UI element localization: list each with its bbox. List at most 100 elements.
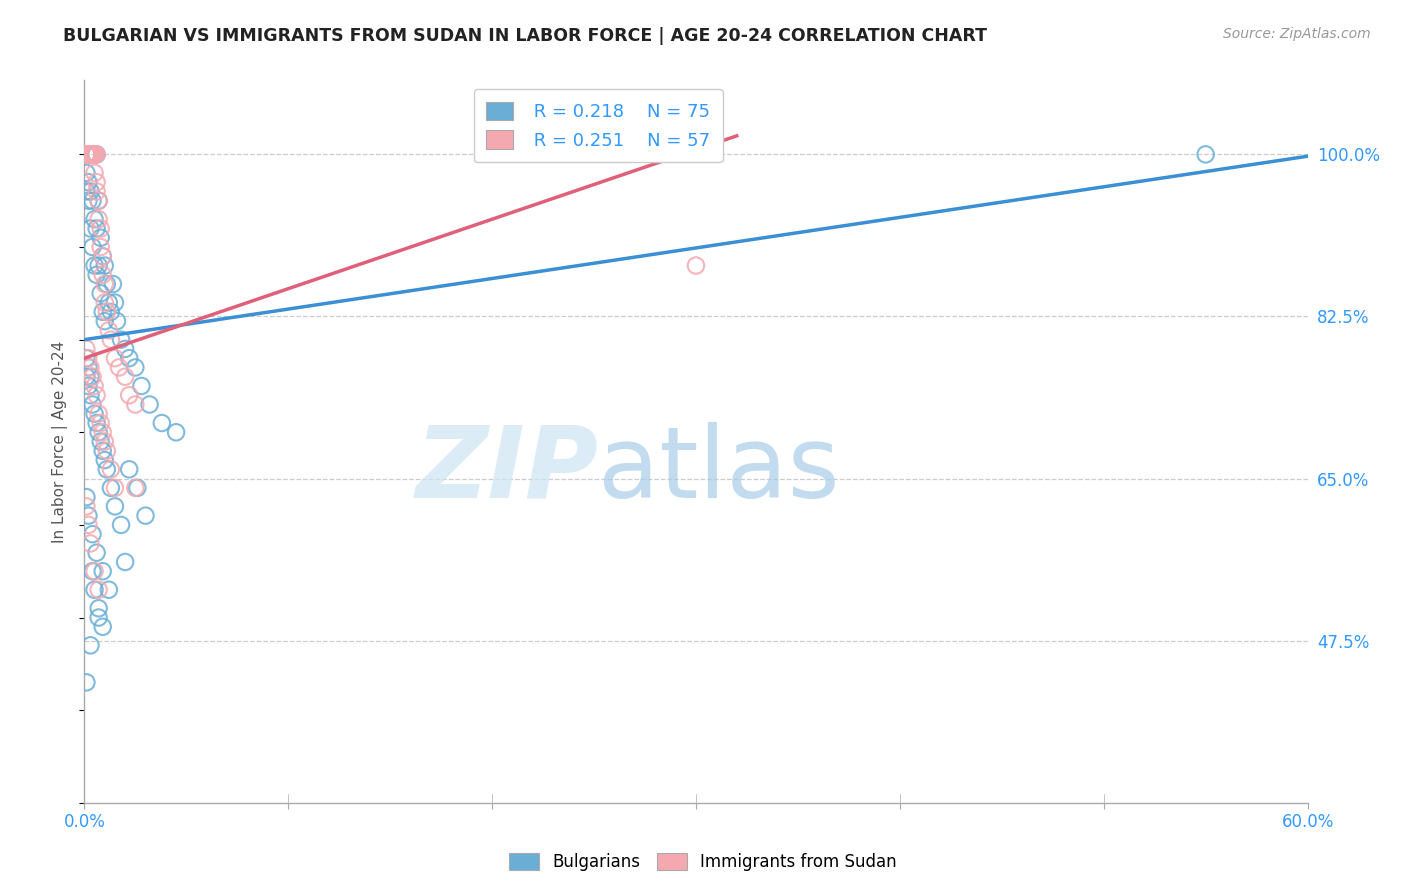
Point bbox=[86, 175, 108, 189]
Point bbox=[124, 481, 146, 495]
Point bbox=[86, 546, 108, 560]
Point bbox=[83, 147, 105, 161]
Point bbox=[97, 582, 120, 597]
Point bbox=[87, 259, 110, 273]
Point bbox=[79, 185, 101, 199]
Point bbox=[105, 314, 128, 328]
Point bbox=[91, 620, 114, 634]
Point bbox=[97, 323, 120, 337]
Point bbox=[114, 342, 136, 356]
Text: atlas: atlas bbox=[598, 422, 839, 519]
Point bbox=[75, 351, 97, 366]
Point bbox=[90, 221, 112, 235]
Point bbox=[75, 342, 97, 356]
Point bbox=[87, 601, 110, 615]
Point bbox=[86, 185, 108, 199]
Point bbox=[100, 481, 122, 495]
Point bbox=[86, 147, 108, 161]
Point bbox=[86, 388, 108, 402]
Point bbox=[87, 212, 110, 227]
Point bbox=[82, 369, 104, 384]
Point bbox=[93, 259, 115, 273]
Point bbox=[104, 351, 127, 366]
Point bbox=[79, 536, 101, 550]
Point bbox=[104, 481, 127, 495]
Point bbox=[87, 582, 110, 597]
Point bbox=[90, 434, 112, 449]
Point bbox=[93, 434, 115, 449]
Point bbox=[77, 379, 100, 393]
Point bbox=[108, 360, 131, 375]
Point bbox=[110, 517, 132, 532]
Point bbox=[82, 397, 104, 411]
Point bbox=[96, 462, 118, 476]
Point bbox=[165, 425, 187, 440]
Point bbox=[75, 147, 97, 161]
Point bbox=[82, 564, 104, 578]
Point bbox=[86, 147, 108, 161]
Point bbox=[114, 369, 136, 384]
Point bbox=[83, 147, 105, 161]
Point bbox=[150, 416, 173, 430]
Text: ZIP: ZIP bbox=[415, 422, 598, 519]
Point bbox=[75, 147, 97, 161]
Point bbox=[77, 351, 100, 366]
Point bbox=[82, 527, 104, 541]
Point bbox=[87, 407, 110, 421]
Point bbox=[77, 147, 100, 161]
Point bbox=[138, 397, 160, 411]
Point bbox=[91, 305, 114, 319]
Point bbox=[75, 166, 97, 180]
Point bbox=[79, 638, 101, 652]
Point bbox=[135, 508, 157, 523]
Point bbox=[83, 166, 105, 180]
Point bbox=[75, 147, 97, 161]
Point bbox=[124, 397, 146, 411]
Point bbox=[100, 462, 122, 476]
Point bbox=[93, 295, 115, 310]
Point bbox=[90, 231, 112, 245]
Point bbox=[104, 500, 127, 514]
Point bbox=[90, 240, 112, 254]
Point bbox=[75, 147, 97, 161]
Point bbox=[110, 333, 132, 347]
Point bbox=[104, 295, 127, 310]
Point bbox=[86, 221, 108, 235]
Point bbox=[91, 249, 114, 263]
Point bbox=[77, 147, 100, 161]
Point bbox=[83, 212, 105, 227]
Point bbox=[77, 360, 100, 375]
Point bbox=[77, 147, 100, 161]
Point bbox=[82, 147, 104, 161]
Point bbox=[82, 147, 104, 161]
Point bbox=[83, 379, 105, 393]
Point bbox=[685, 259, 707, 273]
Point bbox=[93, 277, 115, 291]
Point bbox=[77, 508, 100, 523]
Legend: Bulgarians, Immigrants from Sudan: Bulgarians, Immigrants from Sudan bbox=[501, 845, 905, 880]
Point bbox=[90, 286, 112, 301]
Point bbox=[79, 221, 101, 235]
Point bbox=[114, 555, 136, 569]
Point bbox=[82, 240, 104, 254]
Point bbox=[79, 369, 101, 384]
Point bbox=[75, 147, 97, 161]
Point bbox=[131, 379, 153, 393]
Point bbox=[79, 147, 101, 161]
Point bbox=[83, 407, 105, 421]
Point bbox=[79, 147, 101, 161]
Point bbox=[96, 443, 118, 458]
Point bbox=[79, 147, 101, 161]
Y-axis label: In Labor Force | Age 20-24: In Labor Force | Age 20-24 bbox=[52, 341, 69, 542]
Point bbox=[83, 259, 105, 273]
Point bbox=[83, 582, 105, 597]
Point bbox=[75, 185, 97, 199]
Point bbox=[1195, 147, 1218, 161]
Point bbox=[91, 564, 114, 578]
Point bbox=[75, 369, 97, 384]
Legend:  R = 0.218    N = 75,  R = 0.251    N = 57: R = 0.218 N = 75, R = 0.251 N = 57 bbox=[474, 89, 723, 162]
Point bbox=[79, 147, 101, 161]
Point bbox=[77, 194, 100, 208]
Point bbox=[79, 360, 101, 375]
Point bbox=[127, 481, 149, 495]
